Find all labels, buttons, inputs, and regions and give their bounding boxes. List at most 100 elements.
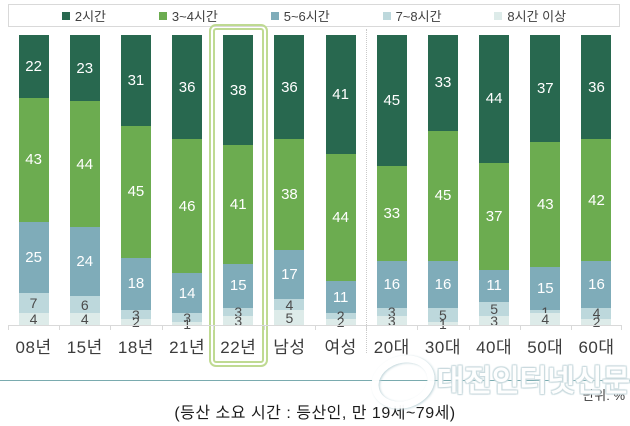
segment-value-label: 2 (336, 314, 345, 331)
bar-segment-5~6시간: 25 (18, 221, 49, 294)
segment-value-label: 16 (383, 275, 401, 293)
segment-value-label: 46 (178, 197, 196, 215)
segment-value-label: 3 (132, 306, 140, 323)
segment-value-label: 2 (132, 314, 140, 331)
bar-segment-5~6시간: 16 (581, 261, 612, 308)
segment-value-label: 2 (592, 314, 601, 331)
segment-value-label: 5 (285, 309, 294, 326)
bar-segment-7~8시간: 2 (325, 309, 356, 323)
segment-value-label: 43 (536, 196, 554, 214)
bar-segment-2시간: 38 (223, 35, 254, 146)
bar-segment-3~4시간: 43 (18, 98, 49, 222)
segment-value-label: 11 (332, 288, 349, 306)
bar-segment-7~8시간: 4 (581, 305, 612, 322)
segment-value-label: 31 (127, 71, 145, 89)
segment-value-label: 45 (383, 91, 401, 109)
category-label: 여성 (324, 337, 357, 357)
segment-value-label: 42 (588, 191, 605, 209)
bar-segment-2시간: 36 (274, 35, 305, 140)
segment-value-label: 44 (332, 209, 349, 227)
bar-stack: 37 43 15 1 4 (530, 35, 561, 326)
axis-tick (161, 325, 163, 330)
segment-value-label: 7 (29, 295, 38, 312)
bar-stack: 36 46 14 3 1 (172, 35, 203, 331)
bar-segment-7~8시간: 4 (274, 296, 305, 313)
segment-value-label: 25 (25, 249, 42, 266)
bar-segment-3~4시간: 42 (581, 139, 612, 262)
bar-segment-2시간: 31 (120, 35, 151, 126)
bar-stack: 36 38 17 4 5 (274, 35, 305, 326)
bar-group-남성: 36 38 17 4 5 남성 (264, 35, 315, 357)
bar-segment-8시간 이상: 4 (18, 312, 49, 326)
segment-value-label: 23 (76, 59, 94, 77)
segment-value-label: 16 (588, 275, 605, 293)
bar-segment-2시간: 33 (427, 35, 458, 131)
category-label: 50대 (527, 337, 564, 357)
category-label: 60대 (578, 337, 615, 357)
bar-segment-5~6시간: 11 (325, 281, 356, 314)
bar-group-50대: 37 43 15 1 4 50대 (520, 35, 571, 357)
segment-value-label: 5 (490, 301, 499, 318)
segment-value-label: 11 (486, 277, 502, 295)
bar-group-18년: 31 45 18 3 2 18년 (110, 35, 161, 357)
legend-swatch-icon (494, 11, 503, 20)
bar-segment-3~4시간: 33 (376, 165, 407, 262)
bar-segment-7~8시간: 3 (172, 311, 203, 325)
bar-segment-2시간: 36 (172, 35, 203, 140)
segment-value-label: 24 (76, 253, 94, 271)
segment-value-label: 38 (281, 185, 298, 203)
category-label: 08년 (15, 337, 52, 357)
segment-value-label: 4 (285, 296, 294, 313)
segment-value-label: 3 (234, 312, 243, 329)
chart-caption: (등산 소요 시간 : 등산인, 만 19세~79세) (174, 405, 456, 422)
category-label: 22년 (220, 337, 257, 357)
axis-tick (212, 325, 214, 330)
legend-label: 7~8시간 (395, 9, 442, 24)
category-label: 남성 (273, 337, 306, 357)
segment-value-label: 1 (439, 315, 447, 332)
segment-value-label: 5 (439, 306, 447, 323)
x-axis-line (8, 325, 622, 326)
bar-segment-2시간: 45 (376, 35, 407, 166)
axis-tick (621, 325, 622, 330)
legend-swatch-icon (158, 11, 167, 20)
bar-segment-2시간: 44 (479, 35, 510, 163)
bar-segment-5~6시간: 24 (69, 227, 100, 297)
category-label: 21년 (169, 337, 206, 357)
segment-value-label: 4 (592, 305, 601, 322)
axis-tick (417, 325, 419, 330)
bar-segment-7~8시간: 6 (69, 296, 100, 314)
segment-value-label: 41 (229, 196, 247, 214)
segment-value-label: 37 (536, 80, 554, 98)
segment-value-label: 3 (387, 312, 396, 329)
legend-label: 5~6시간 (283, 9, 330, 24)
legend-item: 7~8시간 (382, 6, 442, 25)
bar-segment-7~8시간: 3 (376, 305, 407, 319)
bar-stack: 44 37 11 5 3 (479, 35, 510, 328)
bar-segment-2시간: 41 (325, 35, 356, 154)
chart: 22 43 25 7 4 08년 23 44 24 6 4 15년 31 45 18 3 2 18년 36 46 14 3… (8, 24, 622, 367)
bar-segment-2시간: 36 (581, 35, 612, 140)
segment-value-label: 1 (541, 303, 550, 320)
segment-value-label: 43 (25, 151, 42, 169)
bar-segment-5~6시간: 14 (172, 272, 203, 314)
legend-item: 8시간 이상 (494, 6, 566, 25)
bar-segment-8시간 이상: 3 (376, 312, 407, 329)
segment-value-label: 1 (183, 315, 191, 332)
group-separator-line (366, 29, 368, 353)
bar-group-40대: 44 37 11 5 3 40대 (469, 35, 520, 357)
segment-value-label: 33 (383, 204, 401, 222)
bar-stack: 38 41 15 3 3 (223, 35, 254, 329)
segment-value-label: 2 (336, 308, 345, 325)
legend-item: 2시간 (61, 6, 106, 25)
bar-segment-8시간 이상: 4 (530, 312, 561, 326)
bar-segment-3~4시간: 44 (325, 153, 356, 282)
axis-tick (570, 325, 572, 330)
segment-value-label: 3 (234, 303, 243, 320)
segment-value-label: 4 (80, 311, 89, 328)
bar-segment-8시간 이상: 2 (120, 315, 151, 329)
bar-segment-2시간: 23 (69, 35, 100, 102)
segment-value-label: 6 (80, 296, 89, 313)
segment-value-label: 44 (76, 155, 94, 173)
segment-value-label: 36 (178, 78, 196, 96)
